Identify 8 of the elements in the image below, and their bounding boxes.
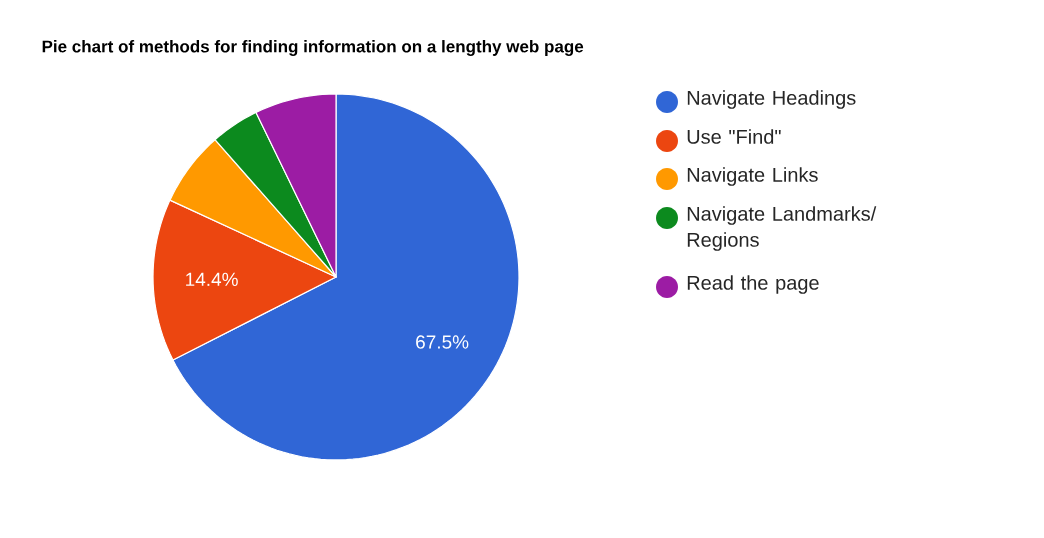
legend-label: Navigate Landmarks/ Regions [687, 206, 877, 251]
legend-label: Navigate Headings [687, 90, 856, 109]
legend-label: Navigate Links [687, 167, 818, 186]
chart-title: Pie chart of methods for finding information on a lengthy web page [42, 40, 584, 56]
legend-label: Read the page [687, 275, 819, 294]
legend-label: Use "Find" [687, 129, 781, 144]
data-label: 14.4% [186, 272, 238, 286]
data-label: 67.5% [416, 335, 469, 349]
